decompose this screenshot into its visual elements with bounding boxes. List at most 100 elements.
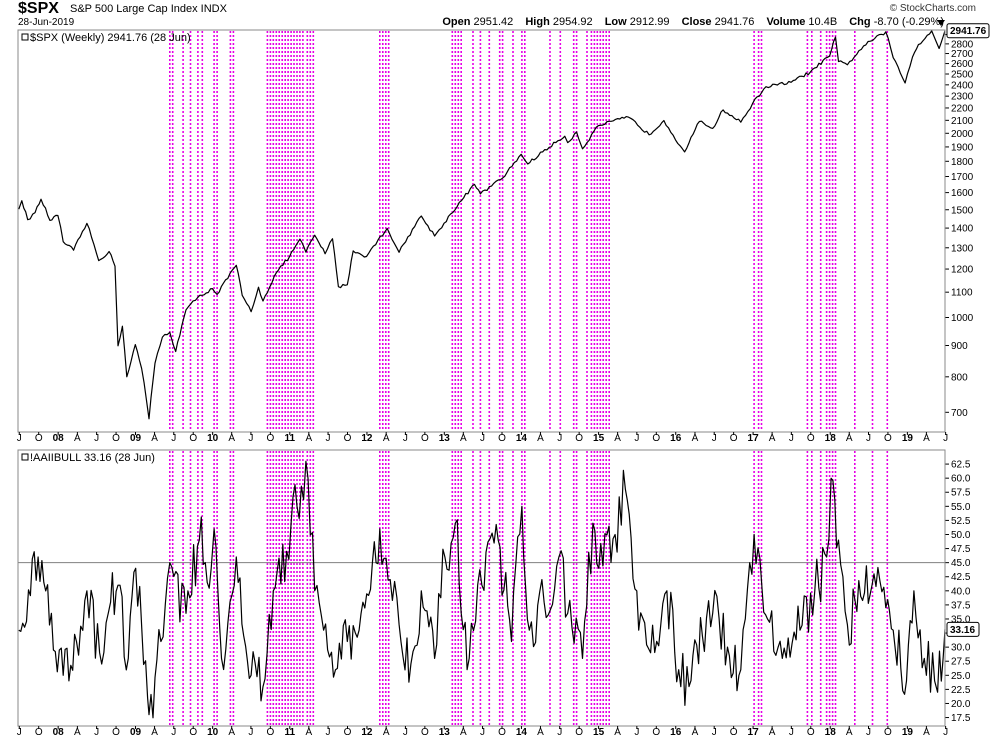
sentiment-axis-label: 35.0 — [951, 614, 971, 625]
price-x-tick-label: O — [266, 433, 274, 444]
sentiment-axis-label: 55.0 — [951, 502, 971, 513]
sentiment-x-tick-label: O — [652, 727, 660, 738]
price-x-tick-label: O — [652, 433, 660, 444]
open-value: 2951.42 — [473, 16, 514, 28]
high-value: 2954.92 — [552, 16, 593, 28]
sentiment-x-tick-label: O — [884, 727, 892, 738]
price-x-tick-label: 08 — [53, 433, 65, 444]
price-x-tick-label: J — [94, 433, 99, 444]
price-x-tick-label: A — [614, 433, 621, 444]
price-x-tick-label: J — [789, 433, 794, 444]
sentiment-axis-label: 17.5 — [951, 713, 971, 724]
price-x-tick-label: A — [460, 433, 467, 444]
price-x-tick-label: J — [634, 433, 639, 444]
price-axis-label: 1400 — [951, 224, 974, 235]
sentiment-x-tick-label: J — [17, 727, 22, 738]
sentiment-axis-label: 22.5 — [951, 685, 971, 696]
symbol-description: S&P 500 Large Cap Index INDX — [70, 3, 227, 15]
sentiment-axis-label: 60.0 — [951, 474, 971, 485]
price-axis-label: 2300 — [951, 92, 974, 103]
price-axis-label: 1900 — [951, 142, 974, 153]
price-axis-label: 1500 — [951, 205, 974, 216]
sentiment-x-tick-label: J — [557, 727, 562, 738]
price-x-tick-label: J — [480, 433, 485, 444]
price-x-tick-label: J — [248, 433, 253, 444]
price-x-tick-label: 13 — [439, 433, 451, 444]
close-label: Close — [681, 16, 712, 28]
price-x-tick-label: A — [151, 433, 158, 444]
price-x-tick-label: A — [383, 433, 390, 444]
price-x-tick-label: 19 — [902, 433, 914, 444]
sentiment-x-tick-label: 11 — [285, 727, 296, 738]
sentiment-x-tick-label: 17 — [748, 727, 760, 738]
sentiment-x-tick-label: 12 — [361, 727, 373, 738]
sentiment-axis-label: 45.0 — [951, 558, 971, 569]
sentiment-x-tick-label: A — [846, 727, 853, 738]
price-x-tick-label: O — [35, 433, 43, 444]
price-x-tick-label: A — [692, 433, 699, 444]
sentiment-x-tick-label: J — [94, 727, 99, 738]
price-last-value: 2941.76 — [950, 26, 987, 37]
sentiment-x-tick-label: J — [634, 727, 639, 738]
price-x-tick-label: 15 — [593, 433, 605, 444]
price-x-tick-label: A — [846, 433, 853, 444]
price-x-tick-label: O — [498, 433, 506, 444]
chart-date: 28-Jun-2019 — [18, 17, 75, 28]
sentiment-x-tick-label: 14 — [516, 727, 528, 738]
price-x-tick-label: O — [421, 433, 429, 444]
price-axis-label: 1200 — [951, 265, 974, 276]
price-x-tick-label: O — [189, 433, 197, 444]
price-x-tick-label: O — [807, 433, 815, 444]
sentiment-x-tick-label: A — [74, 727, 81, 738]
price-x-tick-label: O — [730, 433, 738, 444]
price-x-tick-label: J — [943, 433, 948, 444]
price-x-tick-label: A — [537, 433, 544, 444]
price-axis-label: 2400 — [951, 80, 974, 91]
sentiment-x-tick-label: A — [769, 727, 776, 738]
price-x-tick-label: A — [923, 433, 930, 444]
close-value: 2941.76 — [714, 16, 755, 28]
price-x-tick-label: 16 — [670, 433, 682, 444]
price-axis-label: 1300 — [951, 243, 974, 254]
sentiment-x-tick-label: O — [266, 727, 274, 738]
sentiment-x-tick-label: J — [248, 727, 253, 738]
price-axis-label: 800 — [951, 372, 968, 383]
price-x-tick-label: O — [575, 433, 583, 444]
price-x-tick-label: 18 — [825, 433, 837, 444]
sentiment-axis-label: 57.5 — [951, 488, 971, 499]
sentiment-x-tick-label: J — [326, 727, 331, 738]
sentiment-axis-label: 27.5 — [951, 657, 971, 668]
sentiment-axis-label: 20.0 — [951, 699, 971, 710]
price-plot-frame — [17, 29, 946, 433]
sentiment-axis-label: 62.5 — [951, 460, 971, 471]
sentiment-panel: 17.520.022.525.027.530.032.535.037.540.0… — [17, 449, 980, 727]
price-x-tick-label: A — [769, 433, 776, 444]
price-x-tick-label: O — [344, 433, 352, 444]
triangle-down-icon[interactable] — [936, 18, 946, 28]
price-x-tick-label: J — [557, 433, 562, 444]
sentiment-axis-label: 30.0 — [951, 643, 971, 654]
price-axis-label: 2000 — [951, 129, 974, 140]
sentiment-axis-label: 52.5 — [951, 516, 971, 527]
sentiment-last-value-box — [946, 621, 980, 637]
price-axis-label: 2100 — [951, 116, 974, 127]
sentiment-x-tick-label: A — [923, 727, 930, 738]
chg-value: -8.70 (-0.29%) — [873, 16, 944, 28]
price-x-tick-label: 09 — [130, 433, 142, 444]
sentiment-last-value: 33.16 — [950, 625, 975, 636]
sentiment-x-tick-label: J — [943, 727, 948, 738]
sentiment-x-tick-label: O — [112, 727, 120, 738]
price-axis-label: 700 — [951, 408, 968, 419]
price-axis-label: 1100 — [951, 288, 973, 299]
sentiment-axis-label: 47.5 — [951, 544, 971, 555]
chg-label: Chg — [849, 16, 871, 28]
sentiment-axis-label: 40.0 — [951, 586, 971, 597]
price-x-tick-label: 12 — [361, 433, 373, 444]
sentiment-x-tick-label: 15 — [593, 727, 605, 738]
sentiment-x-tick-label: J — [171, 727, 176, 738]
price-x-tick-label: 17 — [748, 433, 760, 444]
sentiment-x-tick-label: A — [460, 727, 467, 738]
price-x-tick-label: J — [403, 433, 408, 444]
